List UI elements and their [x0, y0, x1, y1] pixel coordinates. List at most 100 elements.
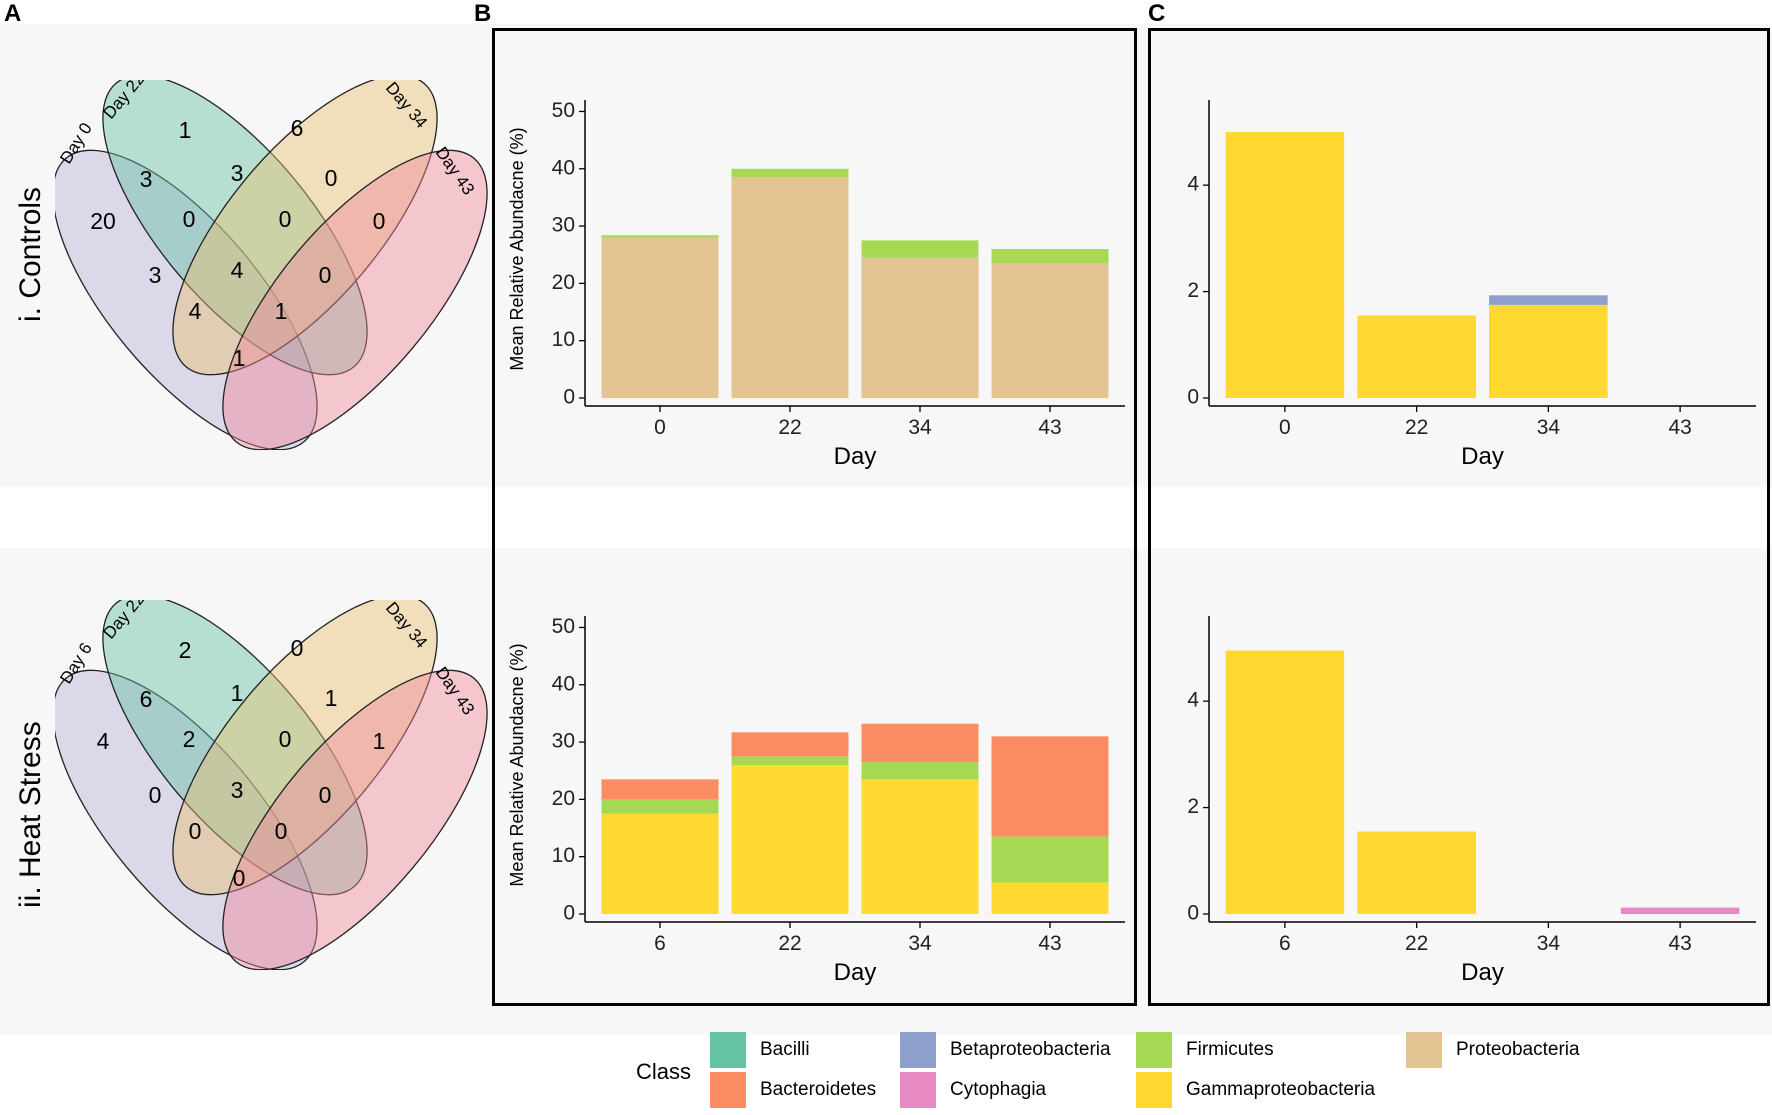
x-axis-label: Day	[834, 443, 877, 470]
y-tick-label: 2	[1187, 795, 1199, 818]
y-tick-label: 30	[552, 214, 575, 237]
y-tick-label: 10	[552, 328, 575, 351]
venn-count-d43-only: 1	[373, 728, 386, 754]
x-axis-label: Day	[1461, 959, 1504, 986]
y-tick-label: 2	[1187, 279, 1199, 302]
venn-count-d0-d22-d43: 1	[275, 298, 288, 324]
legend-swatch	[900, 1072, 936, 1108]
x-tick-label: 43	[1038, 416, 1061, 439]
bar-firmicutes-34	[861, 240, 979, 258]
venn-count-d0-d34: 3	[149, 262, 162, 288]
venn-set-2	[102, 600, 368, 896]
x-tick-label: 22	[1405, 416, 1428, 439]
chart-c-controls: 0 2 4 0 22 34 43 Day	[1187, 100, 1756, 470]
y-tick-label: 0	[1187, 386, 1199, 409]
bar-gammaproteobacteria-34	[861, 779, 979, 914]
venn-set-2	[102, 80, 368, 376]
legend-label: Firmicutes	[1186, 1039, 1274, 1060]
y-tick-label: 20	[552, 787, 575, 810]
bar-gammaproteobacteria-22	[1357, 831, 1476, 914]
venn-count-d22-only: 1	[179, 117, 192, 143]
y-tick-label: 4	[1187, 173, 1199, 196]
venn-count-d43-only: 0	[373, 208, 386, 234]
legend-swatch	[710, 1072, 746, 1108]
venn-count-d0-d22: 6	[140, 686, 153, 712]
x-tick-label: 0	[1279, 416, 1291, 439]
bar-firmicutes-34	[861, 762, 979, 780]
venn-count-d0-d34: 0	[149, 782, 162, 808]
venn-count-d22-only: 2	[179, 637, 192, 663]
panel-c-frame	[1148, 28, 1770, 1006]
bar-gammaproteobacteria-22	[731, 765, 849, 914]
x-tick-label: 43	[1038, 932, 1061, 955]
bar-firmicutes-0	[601, 235, 719, 238]
x-tick-label: 43	[1668, 932, 1691, 955]
venn-count-d0-d34-d43: 0	[189, 818, 202, 844]
venn-count-d0-d34-d43: 4	[189, 298, 202, 324]
bar-firmicutes-43	[991, 249, 1109, 264]
y-tick-label: 50	[552, 615, 575, 638]
legend-label: Bacteroidetes	[760, 1079, 877, 1100]
legend-swatch	[1136, 1072, 1172, 1108]
y-tick-label: 30	[552, 730, 575, 753]
panel-letter-c: C	[1148, 0, 1166, 27]
venn-count-d0-d22-d34: 0	[183, 206, 196, 232]
venn-count-d22-d43: 0	[319, 782, 332, 808]
bar-gammaproteobacteria-43	[991, 882, 1109, 914]
legend-item-betaproteobacteria: Betaproteobacteria	[900, 1032, 1111, 1068]
x-tick-label: 34	[908, 932, 932, 955]
venn-count-all: 4	[231, 257, 244, 283]
bar-gammaproteobacteria-22	[1357, 315, 1476, 398]
y-tick-label: 4	[1187, 689, 1199, 712]
y-axis-label: Mean Relative Abundacne (%)	[507, 127, 527, 370]
bar-bacteroidetes-22	[731, 732, 849, 757]
legend-item-cytophagia: Cytophagia	[900, 1072, 1046, 1108]
legend-swatch	[900, 1032, 936, 1068]
venn-count-d0-only: 20	[90, 208, 116, 234]
legend-item-bacteroidetes: Bacteroidetes	[710, 1072, 876, 1108]
bar-betaproteobacteria-34	[1489, 295, 1608, 305]
legend-label: Proteobacteria	[1456, 1039, 1580, 1060]
bar-proteobacteria-0	[601, 237, 719, 398]
venn-count-d22-d34-d43: 0	[279, 206, 292, 232]
x-tick-label: 6	[1279, 932, 1291, 955]
legend-item-gammaproteobacteria: Gammaproteobacteria	[1136, 1072, 1375, 1108]
y-tick-label: 0	[563, 902, 575, 925]
venn-set-1	[55, 669, 318, 970]
venn-count-d22-d34: 3	[231, 160, 244, 186]
venn-count-d0-d22: 3	[140, 166, 153, 192]
bar-proteobacteria-34	[861, 257, 979, 398]
venn-count-d34-d43: 1	[325, 685, 338, 711]
x-tick-label: 22	[1405, 932, 1428, 955]
y-tick-label: 40	[552, 672, 575, 695]
x-axis-label: Day	[834, 959, 877, 986]
panel-letter-b: B	[474, 0, 492, 27]
bar-firmicutes-43	[991, 836, 1109, 883]
panel-letter-a: A	[4, 0, 22, 27]
x-axis-label: Day	[1461, 443, 1504, 470]
bar-proteobacteria-43	[991, 263, 1109, 398]
bar-bacteroidetes-34	[861, 723, 979, 763]
row-label-heat-stress: ii. Heat Stress	[14, 721, 47, 908]
y-tick-label: 20	[552, 271, 575, 294]
x-tick-label: 34	[1537, 932, 1561, 955]
venn-count-d0-d22-d34: 2	[183, 726, 196, 752]
venn-count-all: 3	[231, 777, 244, 803]
legend-item-bacilli: Bacilli	[710, 1032, 810, 1068]
chart-b-heat-stress: 0 10 20 30 40 50 6 22 34 43 Day Mean Relative Abund…	[507, 615, 1125, 986]
x-tick-label: 6	[654, 932, 666, 955]
bar-gammaproteobacteria-34	[1489, 304, 1608, 398]
legend: Class Bacilli Bacteroidetes Betaproteoba…	[636, 1032, 1636, 1112]
y-tick-label: 10	[552, 844, 575, 867]
chart-b-controls: 0 10 20 30 40 50 0 22 34 43 Day Mean Relative Abund…	[507, 99, 1125, 470]
y-tick-label: 0	[1187, 902, 1199, 925]
bar-bacteroidetes-43	[991, 736, 1109, 837]
legend-item-firmicutes: Firmicutes	[1136, 1032, 1274, 1068]
bar-firmicutes-6	[601, 799, 719, 814]
x-tick-label: 22	[778, 932, 801, 955]
row-label-controls: i. Controls	[14, 186, 47, 322]
venn-count-d0-d43: 1	[233, 345, 246, 371]
venn-set-4	[222, 669, 488, 970]
legend-swatch	[710, 1032, 746, 1068]
legend-label: Cytophagia	[950, 1079, 1047, 1100]
